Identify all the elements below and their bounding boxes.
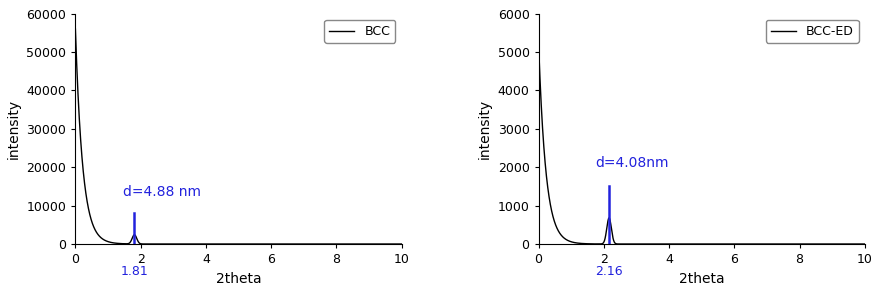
BCC xyxy=(354,242,365,246)
BCC xyxy=(70,27,81,31)
BCC-ED xyxy=(852,242,863,246)
X-axis label: 2theta: 2theta xyxy=(678,271,724,285)
BCC-ED xyxy=(657,242,668,246)
Text: 2.16: 2.16 xyxy=(595,265,622,278)
Text: d=4.08nm: d=4.08nm xyxy=(595,156,668,170)
BCC-ED xyxy=(672,242,682,246)
BCC xyxy=(390,242,400,246)
Y-axis label: intensity: intensity xyxy=(7,99,20,159)
X-axis label: 2theta: 2theta xyxy=(215,271,261,285)
BCC-ED xyxy=(817,242,828,246)
BCC-ED xyxy=(532,43,543,46)
Legend: BCC-ED: BCC-ED xyxy=(765,20,858,43)
Legend: BCC: BCC xyxy=(324,20,395,43)
BCC xyxy=(396,242,407,246)
BCC-ED xyxy=(570,241,580,245)
Line: BCC-ED: BCC-ED xyxy=(538,45,864,244)
Line: BCC: BCC xyxy=(75,29,401,244)
BCC xyxy=(107,241,118,245)
BCC xyxy=(195,242,206,246)
BCC xyxy=(209,242,220,246)
BCC xyxy=(127,237,137,241)
Y-axis label: intensity: intensity xyxy=(478,99,492,159)
BCC-ED xyxy=(859,242,869,246)
BCC-ED xyxy=(589,242,600,246)
Text: 1.81: 1.81 xyxy=(120,265,148,278)
Text: d=4.88 nm: d=4.88 nm xyxy=(122,185,200,199)
